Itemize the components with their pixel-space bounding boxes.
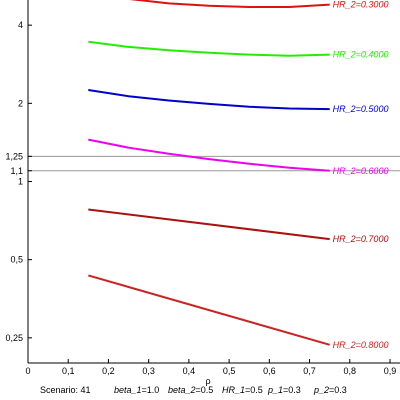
y-tick-label: 0,5 (10, 255, 23, 265)
series-line (88, 40, 330, 57)
series-label: HR_2=0.3000 (333, 0, 389, 10)
x-tick-label: 0,3 (142, 366, 155, 376)
param-p-2: p_2=0.3 (314, 385, 347, 395)
param-name: p_1 (268, 385, 284, 395)
series-labels: HR_2=0.3000 HR_2=0.4000 HR_2=0.5000 HR_2=0.… (333, 0, 389, 350)
x-tick-label: 0,2 (102, 366, 115, 376)
param-value: =0.5 (195, 385, 214, 395)
series-line (88, 89, 330, 111)
series-label: HR_2=0.7000 (333, 234, 389, 244)
param-beta-1: beta_1=1.0 (114, 385, 159, 395)
y-tick-label: 1,25 (5, 151, 23, 161)
param-name: beta_1 (114, 385, 142, 395)
series-label: HR_2=0.5000 (333, 104, 389, 114)
series-line (88, 138, 330, 172)
param-hr-1: HR_1=0.5 (222, 385, 263, 395)
x-tick-label: 0,5 (223, 366, 236, 376)
footer: Scenario: 41 beta_1=1.0 beta_2=0.5 HR_1=… (0, 385, 400, 399)
series-label: HR_2=0.8000 (333, 340, 389, 350)
y-tick-label: 4 (18, 20, 23, 30)
series-line (88, 274, 330, 346)
param-p-1: p_1=0.3 (268, 385, 301, 395)
x-tick-label: 0,4 (183, 366, 196, 376)
y-tick-label: 0,25 (5, 333, 23, 343)
param-name: beta_2 (168, 385, 196, 395)
series-label: HR_2=0.6000 (333, 166, 389, 176)
series-label: HR_2=0.4000 (333, 50, 389, 60)
param-value: =0.3 (329, 385, 347, 395)
series-line (88, 208, 330, 241)
param-beta-2: beta_2=0.5 (168, 385, 213, 395)
x-axis-label: ρ (205, 376, 210, 386)
param-value: =1.0 (141, 385, 160, 395)
param-name: HR_1 (222, 385, 246, 395)
param-value: =0.5 (245, 385, 263, 395)
y-tick-label: 1 (18, 177, 23, 187)
x-ticks: 0 0,1 0,2 0,3 0,4 0,5 0,6 0,7 0,8 0,9 (25, 359, 396, 376)
x-tick-label: 0,9 (384, 366, 397, 376)
x-tick-label: 0,7 (303, 366, 316, 376)
param-value: =0.3 (283, 385, 301, 395)
reference-lines (28, 155, 400, 172)
param-name: p_2 (314, 385, 330, 395)
series-line (129, 0, 330, 8)
x-tick-label: 0,6 (263, 366, 276, 376)
x-tick-label: 0 (25, 366, 30, 376)
y-tick-label: 2 (18, 98, 23, 108)
y-tick-label: 1,1 (10, 166, 23, 176)
x-tick-label: 0,1 (62, 366, 75, 376)
scenario-text: Scenario: 41 (40, 385, 91, 395)
x-tick-label: 0,8 (344, 366, 357, 376)
series-lines (88, 0, 330, 346)
y-ticks: 4 2 1,25 1,11 0,5 0,25 (5, 20, 32, 343)
